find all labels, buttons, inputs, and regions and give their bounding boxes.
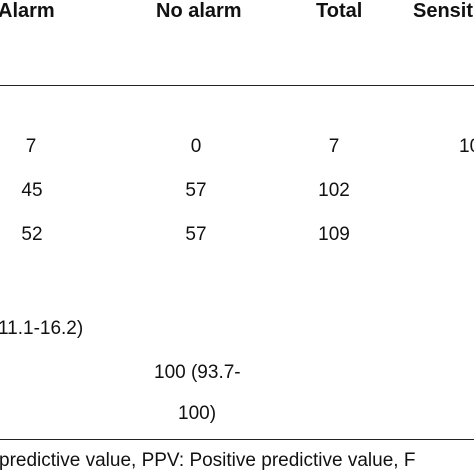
header-total: Total (316, 0, 363, 22)
ci-mid-value-line-1: 100 (93.7- (154, 362, 241, 383)
footnote: predictive value, PPV: Positive predicti… (0, 450, 416, 471)
row-3-alarm: 52 (21, 224, 43, 245)
ci-left-value: 11.1-16.2) (0, 318, 84, 339)
row-2-total: 102 (318, 180, 350, 201)
ci-mid-value-line-2: 100) (178, 403, 217, 424)
row-2-alarm: 45 (21, 180, 43, 201)
row-1-no-alarm: 0 (190, 136, 202, 157)
row-3-total: 109 (318, 224, 350, 245)
row-3-no-alarm: 57 (185, 224, 207, 245)
table-bottom-rule (0, 439, 474, 440)
header-divider (0, 85, 474, 86)
row-2-no-alarm: 57 (185, 180, 207, 201)
header-sensitivity: Sensit (413, 0, 474, 22)
row-1-total: 7 (328, 136, 340, 157)
row-1-sensitivity: 10 (459, 136, 474, 157)
row-1-alarm: 7 (25, 136, 37, 157)
header-no-alarm: No alarm (156, 0, 242, 22)
header-alarm: Alarm (0, 0, 55, 22)
